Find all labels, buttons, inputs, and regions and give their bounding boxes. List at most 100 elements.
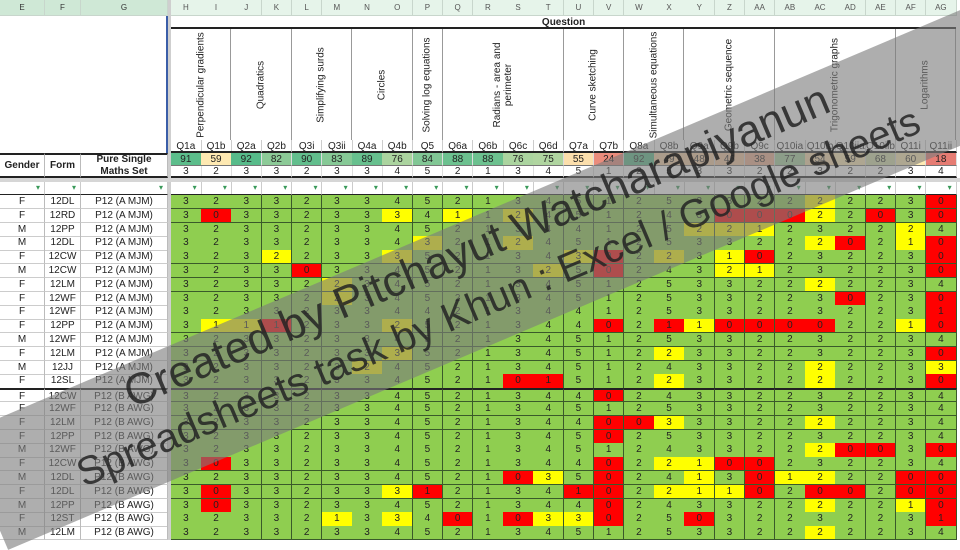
- score-cell[interactable]: 4: [563, 498, 595, 513]
- score-cell[interactable]: 2: [291, 250, 323, 265]
- score-cell[interactable]: 3: [322, 222, 353, 237]
- score-cell[interactable]: 2: [442, 374, 474, 389]
- score-cell[interactable]: 4: [382, 195, 414, 210]
- filter-icon[interactable]: ▾: [352, 182, 383, 195]
- score-cell[interactable]: 3: [895, 305, 927, 320]
- score-cell[interactable]: 2: [201, 195, 232, 210]
- score-cell[interactable]: 3: [895, 360, 927, 375]
- column-header-S[interactable]: S: [503, 0, 534, 16]
- score-cell[interactable]: 2: [624, 305, 655, 320]
- score-cell[interactable]: 3: [322, 236, 353, 251]
- score-cell[interactable]: 2: [201, 264, 232, 279]
- score-cell[interactable]: 3: [171, 291, 202, 306]
- score-cell[interactable]: 0: [624, 415, 655, 431]
- score-cell[interactable]: 5: [563, 360, 595, 375]
- score-cell[interactable]: 2: [624, 512, 655, 527]
- score-cell[interactable]: 3: [171, 195, 202, 210]
- score-cell[interactable]: 2: [201, 222, 232, 237]
- score-cell[interactable]: 2: [624, 360, 655, 375]
- score-cell[interactable]: 5: [412, 415, 444, 431]
- column-header-J[interactable]: J: [231, 0, 263, 16]
- score-cell[interactable]: 3: [352, 471, 383, 486]
- score-cell[interactable]: 3: [805, 429, 836, 444]
- score-cell[interactable]: 3: [503, 498, 534, 513]
- score-cell[interactable]: 4: [533, 402, 565, 417]
- score-cell[interactable]: 4: [926, 429, 957, 444]
- score-cell[interactable]: 3: [503, 360, 534, 375]
- score-cell[interactable]: 2: [744, 346, 776, 362]
- score-cell[interactable]: 2: [865, 346, 897, 362]
- score-cell[interactable]: 3: [895, 264, 927, 279]
- score-cell[interactable]: 4: [654, 443, 685, 458]
- score-cell[interactable]: 5: [563, 471, 595, 486]
- score-cell[interactable]: 3: [805, 402, 836, 417]
- score-cell[interactable]: 2: [624, 526, 655, 541]
- score-cell[interactable]: 3: [533, 512, 565, 527]
- score-cell[interactable]: 4: [533, 360, 565, 375]
- score-cell[interactable]: 0: [775, 319, 806, 334]
- score-cell[interactable]: 2: [744, 415, 776, 431]
- column-header-AE[interactable]: AE: [865, 0, 897, 16]
- score-cell[interactable]: 2: [744, 305, 776, 320]
- score-cell[interactable]: 3: [714, 471, 746, 486]
- score-cell[interactable]: 4: [926, 457, 957, 472]
- filter-icon[interactable]: ▾: [442, 182, 474, 195]
- score-cell[interactable]: 0: [926, 484, 957, 500]
- score-cell[interactable]: 2: [624, 374, 655, 389]
- score-cell[interactable]: 4: [382, 526, 414, 541]
- score-cell[interactable]: 2: [744, 277, 776, 293]
- score-cell[interactable]: 2: [624, 291, 655, 306]
- score-cell[interactable]: 5: [654, 526, 685, 541]
- score-cell[interactable]: 3: [261, 195, 293, 210]
- score-cell[interactable]: 0: [684, 512, 716, 527]
- score-cell[interactable]: 2: [775, 305, 806, 320]
- score-cell[interactable]: 2: [442, 443, 474, 458]
- score-cell[interactable]: 4: [926, 388, 957, 403]
- score-cell[interactable]: 0: [744, 250, 776, 265]
- score-cell[interactable]: 3: [171, 512, 202, 527]
- score-cell[interactable]: 2: [744, 333, 776, 348]
- score-cell[interactable]: 0: [926, 291, 957, 306]
- score-cell[interactable]: 4: [563, 319, 595, 334]
- score-cell[interactable]: 2: [442, 471, 474, 486]
- score-cell[interactable]: 3: [714, 498, 746, 513]
- score-cell[interactable]: 2: [291, 236, 323, 251]
- score-cell[interactable]: 3: [805, 333, 836, 348]
- score-cell[interactable]: 2: [624, 443, 655, 458]
- score-cell[interactable]: 1: [684, 484, 716, 500]
- score-cell[interactable]: 3: [895, 374, 927, 389]
- score-cell[interactable]: 2: [865, 374, 897, 389]
- score-cell[interactable]: 3: [895, 512, 927, 527]
- score-cell[interactable]: 2: [805, 415, 836, 431]
- score-cell[interactable]: 2: [624, 402, 655, 417]
- score-cell[interactable]: 3: [352, 402, 383, 417]
- score-cell[interactable]: 3: [684, 333, 716, 348]
- score-cell[interactable]: 3: [231, 512, 263, 527]
- score-cell[interactable]: 3: [352, 526, 383, 541]
- score-cell[interactable]: 0: [593, 415, 625, 431]
- score-cell[interactable]: 3: [261, 498, 293, 513]
- score-cell[interactable]: 2: [835, 374, 867, 389]
- score-cell[interactable]: 3: [895, 526, 927, 541]
- score-cell[interactable]: 0: [926, 250, 957, 265]
- column-header-P[interactable]: P: [412, 0, 444, 16]
- score-cell[interactable]: 2: [201, 305, 232, 320]
- score-cell[interactable]: 5: [563, 402, 595, 417]
- score-cell[interactable]: 1: [684, 457, 716, 472]
- score-cell[interactable]: 1: [473, 512, 504, 527]
- score-cell[interactable]: 2: [775, 222, 806, 237]
- score-cell[interactable]: 3: [322, 471, 353, 486]
- score-cell[interactable]: 1: [593, 526, 625, 541]
- score-cell[interactable]: 3: [684, 346, 716, 362]
- score-cell[interactable]: 0: [835, 236, 867, 251]
- score-cell[interactable]: 3: [714, 277, 746, 293]
- score-cell[interactable]: 2: [865, 291, 897, 306]
- score-cell[interactable]: 3: [895, 415, 927, 431]
- score-cell[interactable]: 2: [744, 526, 776, 541]
- score-cell[interactable]: 3: [895, 457, 927, 472]
- score-cell[interactable]: 3: [171, 208, 202, 224]
- score-cell[interactable]: 2: [775, 498, 806, 513]
- score-cell[interactable]: 3: [684, 360, 716, 375]
- score-cell[interactable]: 3: [654, 415, 685, 431]
- score-cell[interactable]: 3: [805, 222, 836, 237]
